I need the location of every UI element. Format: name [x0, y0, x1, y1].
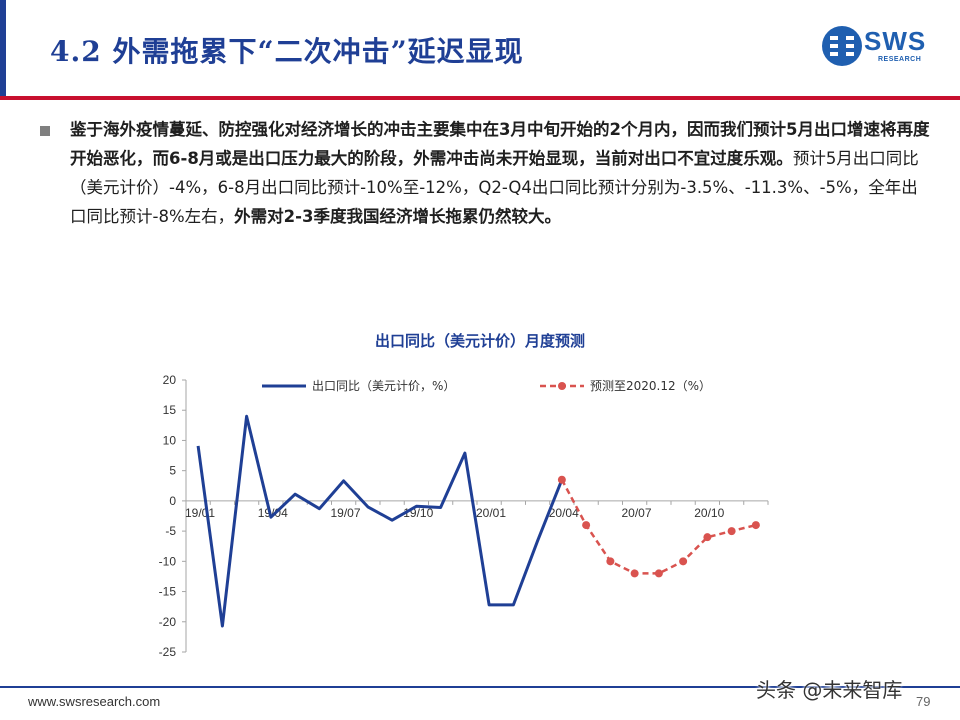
- forecast-point: [727, 527, 736, 536]
- legend-forecast-marker: [558, 382, 566, 390]
- y-tick-label: 15: [163, 403, 177, 417]
- body-normal-part: 预计5月出口同比（美元计价）-4%，6-8月出口同比预计-10%至-12%，Q2…: [70, 149, 919, 226]
- forecast-point: [654, 569, 663, 578]
- y-tick-label: 10: [163, 433, 177, 447]
- y-axis: 20 15 10 5 0 -5 -10 -15 -20 -25: [159, 373, 187, 659]
- body-bold-tail: 外需对2-3季度我国经济增长拖累仍然较大。: [234, 207, 561, 226]
- y-tick-label: -15: [159, 585, 177, 599]
- legend-label: 出口同比（美元计价，%）: [312, 379, 455, 393]
- logo-wordmark: SWS: [864, 26, 927, 56]
- x-tick-label: 19/07: [330, 506, 360, 520]
- legend-label: 预测至2020.12（%）: [590, 379, 711, 393]
- x-tick-label: 19/04: [258, 506, 288, 520]
- x-tick-label: 20/07: [621, 506, 651, 520]
- y-tick-label: -5: [165, 524, 176, 538]
- x-tick-label: 20/10: [694, 506, 724, 520]
- forecast-point: [703, 533, 712, 542]
- y-tick-label: -10: [159, 554, 177, 568]
- x-tick-label: 20/04: [549, 506, 579, 520]
- y-tick-label: 5: [169, 464, 176, 478]
- header-red-rule: [0, 96, 960, 100]
- header-accent-bar: [0, 0, 6, 100]
- forecast-point: [606, 557, 615, 566]
- logo-subtext: RESEARCH: [878, 56, 922, 63]
- x-tick-label: 19/01: [185, 506, 215, 520]
- forecast-point: [582, 521, 591, 530]
- footer-rule: [0, 686, 960, 688]
- footer-url: www.swsresearch.com: [28, 694, 161, 709]
- y-tick-label: 20: [163, 373, 177, 387]
- bullet-square-icon: [40, 126, 50, 136]
- forecast-point: [679, 557, 688, 566]
- slide-header: 4.2 外需拖累下“二次冲击”延迟显现 SWS RESEARCH: [0, 0, 960, 100]
- y-tick-label: -20: [159, 615, 177, 629]
- y-tick-label: 0: [169, 494, 176, 508]
- series-layer: [196, 414, 760, 628]
- sws-logo: SWS RESEARCH: [820, 24, 938, 72]
- slide-title: 4.2 外需拖累下“二次冲击”延迟显现: [50, 35, 524, 68]
- forecast-series-line: [560, 479, 757, 575]
- body-bold-part: 鉴于海外疫情蔓延、防控强化对经济增长的冲击主要集中在3月中旬开始的2个月内，因而…: [70, 120, 930, 168]
- page-number: 79: [916, 694, 931, 709]
- y-tick-label: -25: [159, 645, 177, 659]
- body-paragraph: 鉴于海外疫情蔓延、防控强化对经济增长的冲击主要集中在3月中旬开始的2个月内，因而…: [70, 115, 930, 231]
- forecast-point: [630, 569, 639, 578]
- logo-emblem-icon: [822, 26, 862, 66]
- x-tick-label: 20/01: [476, 506, 506, 520]
- watermark: 头条 @未来智库: [756, 678, 903, 702]
- forecast-point: [751, 521, 760, 530]
- legend: 出口同比（美元计价，%） 预测至2020.12（%）: [262, 379, 711, 393]
- chart-title: 出口同比（美元计价）月度预测: [374, 332, 585, 350]
- forecast-point: [557, 475, 566, 484]
- actual-series-line: [196, 414, 564, 628]
